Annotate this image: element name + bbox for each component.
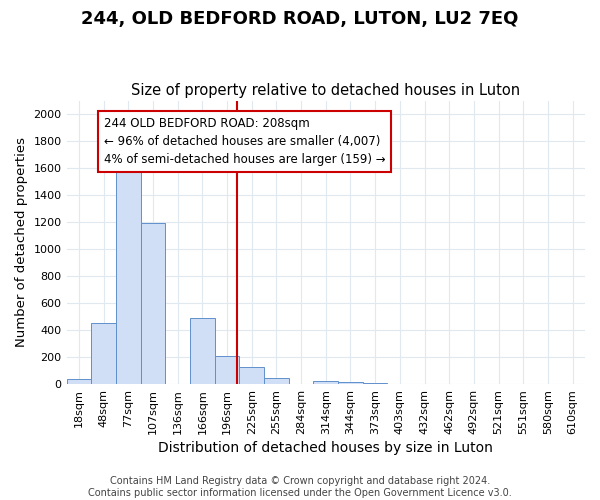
Bar [338, 382, 363, 384]
Bar [215, 356, 239, 384]
Bar [264, 378, 289, 384]
Bar [116, 168, 140, 384]
Text: 244 OLD BEDFORD ROAD: 208sqm
← 96% of detached houses are smaller (4,007)
4% of : 244 OLD BEDFORD ROAD: 208sqm ← 96% of de… [104, 117, 385, 166]
Bar [91, 322, 116, 384]
Y-axis label: Number of detached properties: Number of detached properties [15, 138, 28, 348]
X-axis label: Distribution of detached houses by size in Luton: Distribution of detached houses by size … [158, 441, 493, 455]
Title: Size of property relative to detached houses in Luton: Size of property relative to detached ho… [131, 83, 520, 98]
Bar [67, 380, 91, 384]
Text: Contains HM Land Registry data © Crown copyright and database right 2024.
Contai: Contains HM Land Registry data © Crown c… [88, 476, 512, 498]
Bar [239, 367, 264, 384]
Bar [363, 382, 388, 384]
Bar [140, 224, 165, 384]
Bar [313, 380, 338, 384]
Bar [190, 318, 215, 384]
Text: 244, OLD BEDFORD ROAD, LUTON, LU2 7EQ: 244, OLD BEDFORD ROAD, LUTON, LU2 7EQ [82, 10, 518, 28]
